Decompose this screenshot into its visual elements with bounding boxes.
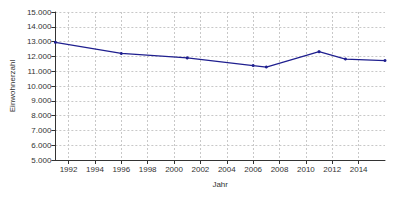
svg-text:1998: 1998 xyxy=(139,165,157,174)
svg-text:7.000: 7.000 xyxy=(31,126,52,135)
svg-text:1992: 1992 xyxy=(60,165,78,174)
svg-text:Einwohnerzahl: Einwohnerzahl xyxy=(8,60,17,113)
svg-text:2014: 2014 xyxy=(350,165,368,174)
svg-text:2012: 2012 xyxy=(323,165,341,174)
svg-text:2002: 2002 xyxy=(192,165,210,174)
svg-text:14.000: 14.000 xyxy=(27,22,52,31)
svg-text:12.000: 12.000 xyxy=(27,52,52,61)
svg-text:9.000: 9.000 xyxy=(31,96,52,105)
svg-text:8.000: 8.000 xyxy=(31,111,52,120)
svg-text:13.000: 13.000 xyxy=(27,37,52,46)
svg-text:2000: 2000 xyxy=(165,165,183,174)
svg-text:2010: 2010 xyxy=(297,165,315,174)
svg-text:10.000: 10.000 xyxy=(27,82,52,91)
svg-text:1996: 1996 xyxy=(112,165,130,174)
svg-text:11.000: 11.000 xyxy=(27,67,51,76)
svg-text:2004: 2004 xyxy=(218,165,236,174)
svg-text:15.000: 15.000 xyxy=(27,8,52,17)
svg-text:2008: 2008 xyxy=(271,165,289,174)
svg-text:6.000: 6.000 xyxy=(31,141,52,150)
svg-text:2006: 2006 xyxy=(244,165,262,174)
svg-text:Jahr: Jahr xyxy=(212,180,228,189)
svg-text:5.000: 5.000 xyxy=(31,156,52,165)
svg-text:1994: 1994 xyxy=(86,165,104,174)
